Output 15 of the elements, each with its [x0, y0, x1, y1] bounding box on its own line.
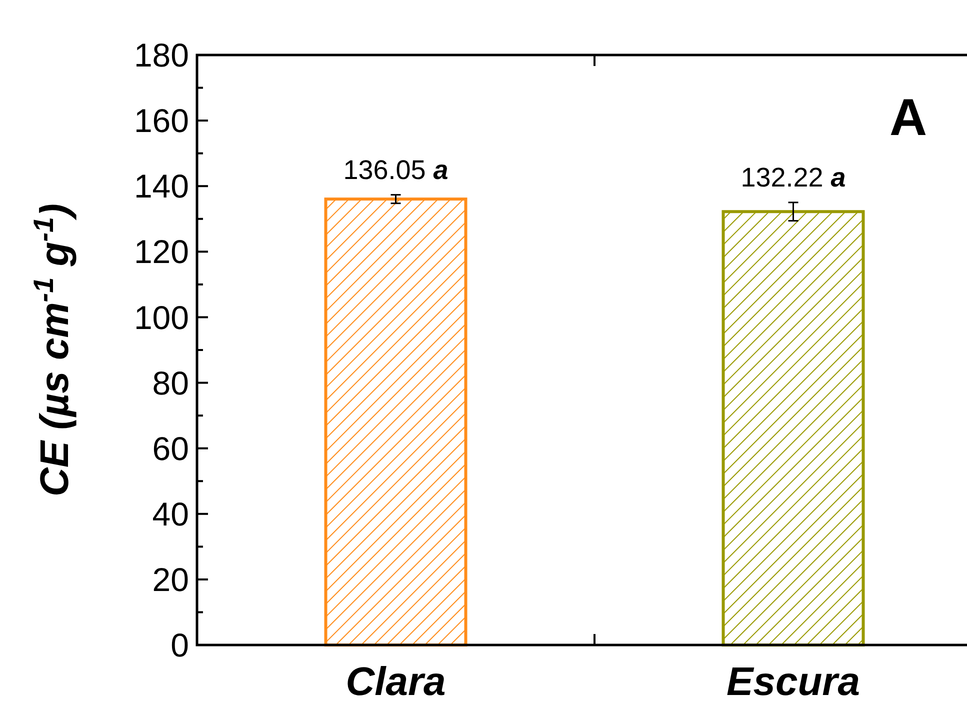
y-tick-label: 20	[152, 560, 189, 598]
y-tick-label: 0	[170, 626, 189, 664]
x-tick-label: Escura	[726, 660, 860, 704]
y-tick-label: 160	[134, 102, 189, 140]
y-tick-label: 120	[134, 233, 189, 270]
y-tick-label: 140	[134, 168, 189, 205]
data-label: 136.05 a	[343, 154, 448, 185]
y-tick-label: 40	[152, 495, 189, 532]
annotation: A	[889, 89, 927, 147]
x-tick-label: Clara	[346, 660, 446, 704]
y-tick-label: 80	[152, 364, 189, 402]
y-tick-label: 100	[134, 298, 189, 336]
y-tick-label: 180	[134, 36, 189, 74]
data-label: 132.22 a	[740, 162, 846, 192]
y-tick-label: 60	[152, 430, 189, 467]
